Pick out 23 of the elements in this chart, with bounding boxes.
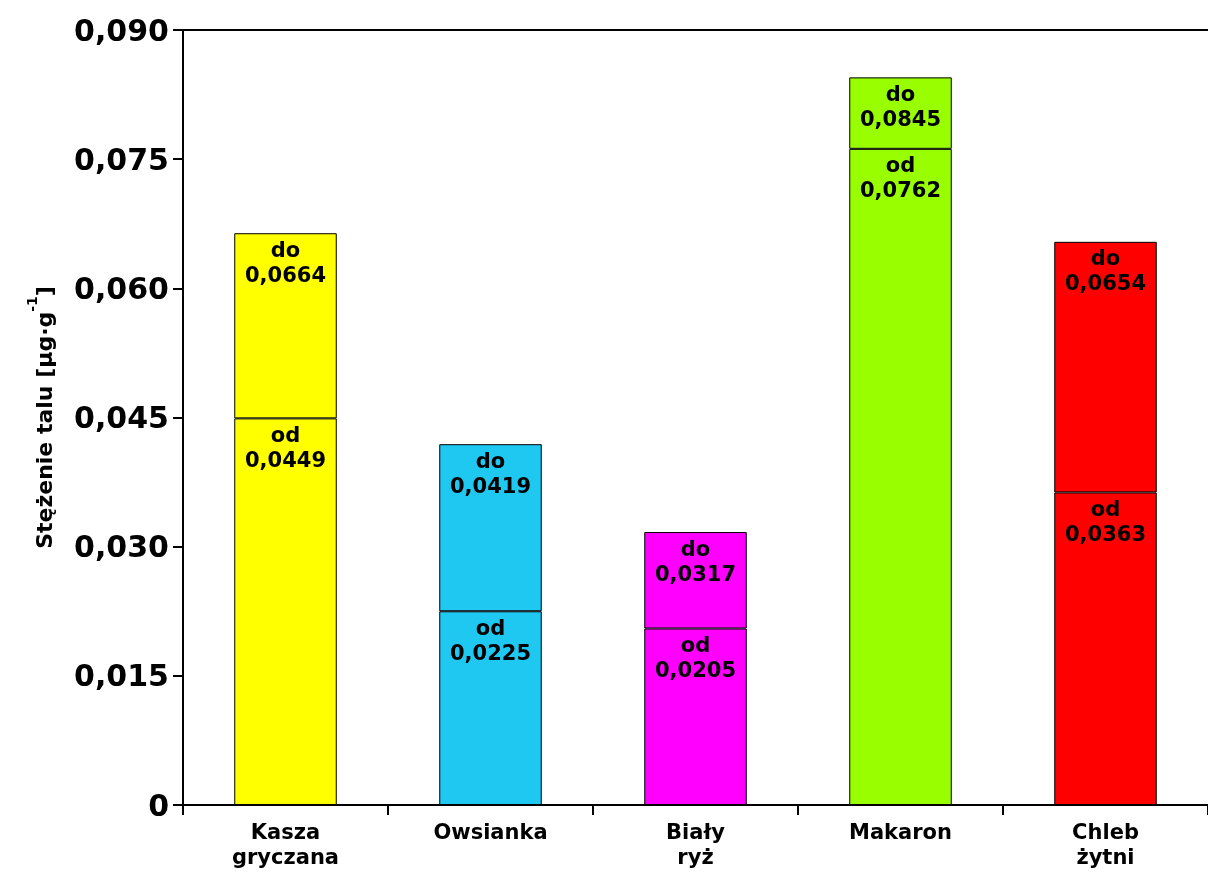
- x-tick-label: Kasza gryczana: [231, 819, 340, 869]
- data-label: od 0,0363: [1064, 496, 1147, 546]
- y-tick-label: 0,015: [74, 658, 169, 694]
- data-label: od 0,0205: [654, 632, 737, 682]
- y-tick-label: 0,030: [74, 529, 169, 565]
- x-tick-label: Biały ryż: [666, 819, 726, 869]
- data-label: do 0,0845: [859, 81, 942, 131]
- data-label: do 0,0419: [449, 448, 532, 498]
- data-label: do 0,0654: [1064, 246, 1147, 296]
- y-tick-label: 0,090: [74, 12, 169, 48]
- x-tick-label: Owsianka: [433, 819, 548, 844]
- y-tick-label: 0,060: [74, 270, 169, 306]
- y-tick-label: 0: [148, 787, 169, 823]
- y-tick-label: 0,045: [74, 400, 169, 435]
- data-label: od 0,0225: [449, 615, 532, 665]
- data-label: do 0,0664: [244, 237, 327, 287]
- data-label: od 0,0762: [859, 153, 942, 203]
- data-label: od 0,0449: [244, 422, 327, 472]
- data-label: do 0,0317: [654, 536, 737, 586]
- x-tick-label: Chleb żytni: [1072, 819, 1139, 869]
- y-tick-label: 0,075: [74, 141, 169, 177]
- x-tick-label: Makaron: [849, 819, 952, 844]
- y-axis-title: Stężenie talu [µg·g-1]: [24, 286, 57, 549]
